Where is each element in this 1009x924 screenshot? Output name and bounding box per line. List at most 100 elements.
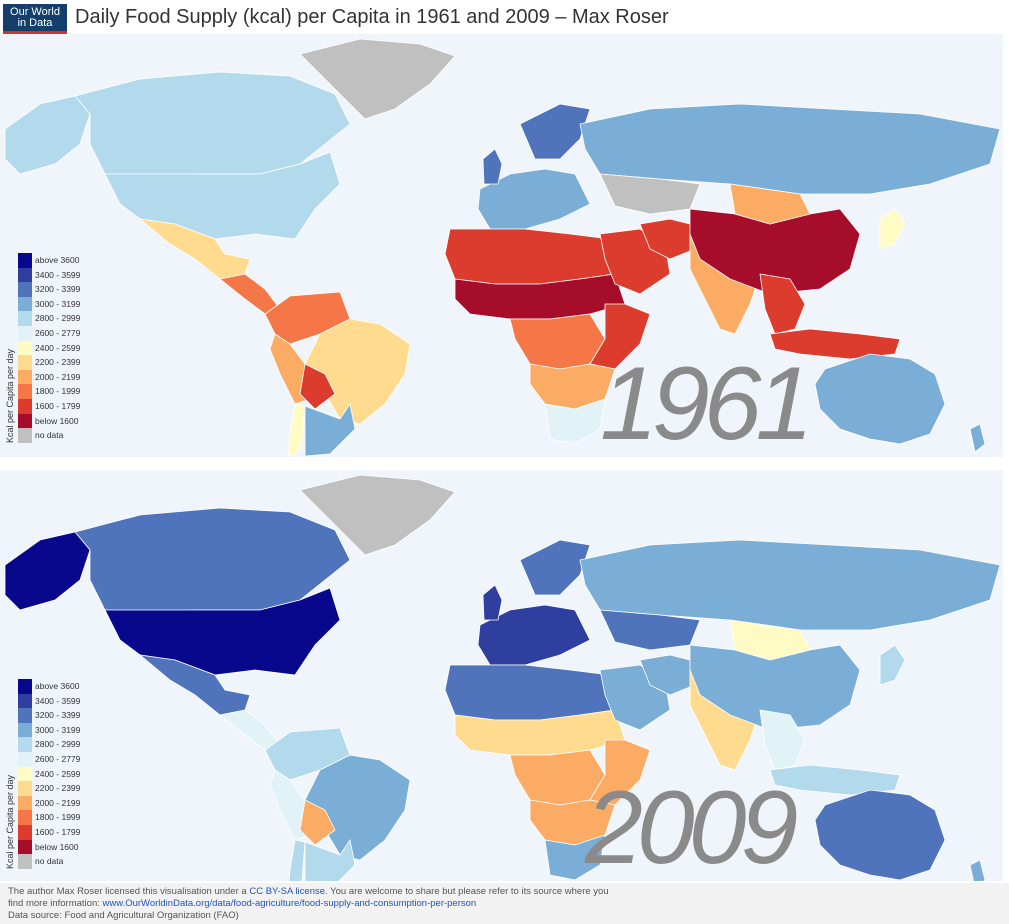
region-southeast-asia[interactable] (759, 273, 806, 335)
region-mexico[interactable] (138, 218, 251, 280)
legend-label: 2200 - 2399 (35, 357, 81, 368)
legend-label: 2600 - 2779 (35, 753, 81, 764)
region-alaska[interactable] (4, 95, 91, 175)
year-label: 2009 (585, 770, 798, 881)
region-indonesia[interactable] (769, 328, 901, 360)
legend-label: 3400 - 3599 (35, 269, 81, 280)
legend-label: 2400 - 2599 (35, 342, 81, 353)
region-central-america[interactable] (219, 273, 281, 315)
legend-swatch (18, 296, 32, 312)
legend-label: below 1600 (35, 841, 79, 852)
legend-label: above 3600 (35, 255, 80, 265)
region-indonesia[interactable] (769, 764, 901, 796)
legend-swatch (18, 795, 32, 811)
legend-label: 2800 - 2999 (35, 739, 81, 750)
page-title: Daily Food Supply (kcal) per Capita in 1… (75, 6, 669, 28)
legend-swatch (18, 355, 32, 370)
map-panel-2009: 2009 above 3600 3400 - 3599 3200 - 3399 300… (0, 470, 1003, 881)
header: Our World in Data Daily Food Supply (kca… (0, 0, 1009, 34)
region-greenland[interactable] (299, 38, 456, 120)
legend-label: 1800 - 1999 (35, 386, 81, 397)
region-chile[interactable] (287, 403, 306, 457)
legend-label: below 1600 (35, 415, 79, 426)
legend-axis-title: Kcal per Capita per day (5, 774, 15, 869)
region-uk[interactable] (482, 148, 503, 185)
legend-label: above 3600 (35, 681, 80, 691)
legend-label: 3200 - 3399 (35, 284, 81, 295)
our-world-in-data-logo[interactable]: Our World in Data (3, 4, 67, 34)
region-peru[interactable] (269, 333, 311, 405)
legend-label: no data (35, 856, 64, 867)
region-argentina[interactable] (304, 838, 356, 881)
source-line: find more information: www.OurWorldinDat… (8, 898, 477, 909)
region-argentina[interactable] (304, 402, 356, 457)
legend-label: 3400 - 3599 (35, 695, 81, 706)
region-new-zealand[interactable] (969, 859, 986, 881)
legend-label: 2600 - 2779 (35, 327, 81, 338)
legend-swatch (18, 693, 32, 709)
region-mongolia[interactable] (729, 619, 811, 661)
region-central-america[interactable] (219, 709, 281, 751)
region-south-africa[interactable] (544, 834, 606, 881)
data-source: Data source: Food and Agricultural Organ… (8, 910, 239, 921)
region-north-africa[interactable] (444, 228, 616, 285)
legend-label: 2000 - 2199 (35, 797, 81, 808)
legend-swatch (18, 325, 32, 341)
legend-swatch (18, 839, 32, 855)
legend-label: 1600 - 1799 (35, 826, 81, 837)
legend-label: 1800 - 1999 (35, 812, 81, 823)
legend-swatch (18, 722, 32, 738)
legend-swatch (18, 766, 32, 782)
region-uk[interactable] (482, 584, 503, 621)
legend-swatch (18, 428, 32, 443)
legend-swatch (18, 751, 32, 767)
region-western-europe[interactable] (477, 168, 591, 230)
region-chile[interactable] (288, 839, 306, 881)
map-panel-1961: 1961 above 3600 3400 - 3599 3200 - 3399 300… (0, 34, 1003, 457)
region-south-africa[interactable] (544, 398, 606, 445)
region-scandinavia[interactable] (519, 103, 591, 160)
legend-axis-title: Kcal per Capita per day (5, 348, 15, 443)
legend-label: 2400 - 2599 (35, 768, 81, 779)
footer: The author Max Roser licensed this visua… (0, 883, 1009, 924)
legend-swatch (18, 384, 32, 399)
region-scandinavia[interactable] (519, 539, 591, 596)
region-japan[interactable] (879, 644, 906, 686)
legend-label: 1600 - 1799 (35, 400, 81, 411)
legend-swatch (18, 824, 32, 840)
legend-label: 2200 - 2399 (35, 783, 81, 794)
legend-swatch (18, 282, 32, 297)
legend-label: no data (35, 430, 64, 441)
region-new-zealand[interactable] (969, 423, 986, 453)
region-western-europe[interactable] (477, 604, 591, 666)
region-australia[interactable] (814, 353, 946, 445)
region-alaska[interactable] (4, 531, 91, 611)
legend-swatch (18, 781, 32, 796)
region-north-africa[interactable] (444, 664, 616, 721)
region-east-africa[interactable] (589, 739, 651, 806)
legend-swatch (18, 369, 32, 385)
legend-swatch (18, 267, 32, 283)
year-label: 1961 (600, 346, 813, 457)
world-map-2009 (4, 474, 1001, 881)
region-australia[interactable] (814, 789, 946, 881)
legend-swatch (18, 253, 32, 268)
region-central-africa[interactable] (509, 313, 606, 370)
region-east-africa[interactable] (589, 303, 651, 370)
region-peru[interactable] (269, 769, 311, 841)
region-bolivia[interactable] (299, 363, 336, 410)
legend-label: 2800 - 2999 (35, 313, 81, 324)
legend-swatch (18, 708, 32, 723)
region-japan[interactable] (879, 208, 906, 250)
region-mongolia[interactable] (729, 183, 811, 225)
region-bolivia[interactable] (299, 799, 336, 846)
legend-swatch (18, 679, 32, 694)
source-link[interactable]: www.OurWorldinData.org/data/food-agricul… (102, 898, 477, 909)
legend-label: 3000 - 3199 (35, 298, 81, 309)
region-mexico[interactable] (138, 654, 251, 716)
region-greenland[interactable] (299, 474, 456, 556)
legend-label: 3200 - 3399 (35, 710, 81, 721)
logo-line-2: in Data (17, 17, 53, 29)
region-southeast-asia[interactable] (759, 709, 806, 771)
license-link[interactable]: CC BY-SA license (249, 886, 326, 897)
